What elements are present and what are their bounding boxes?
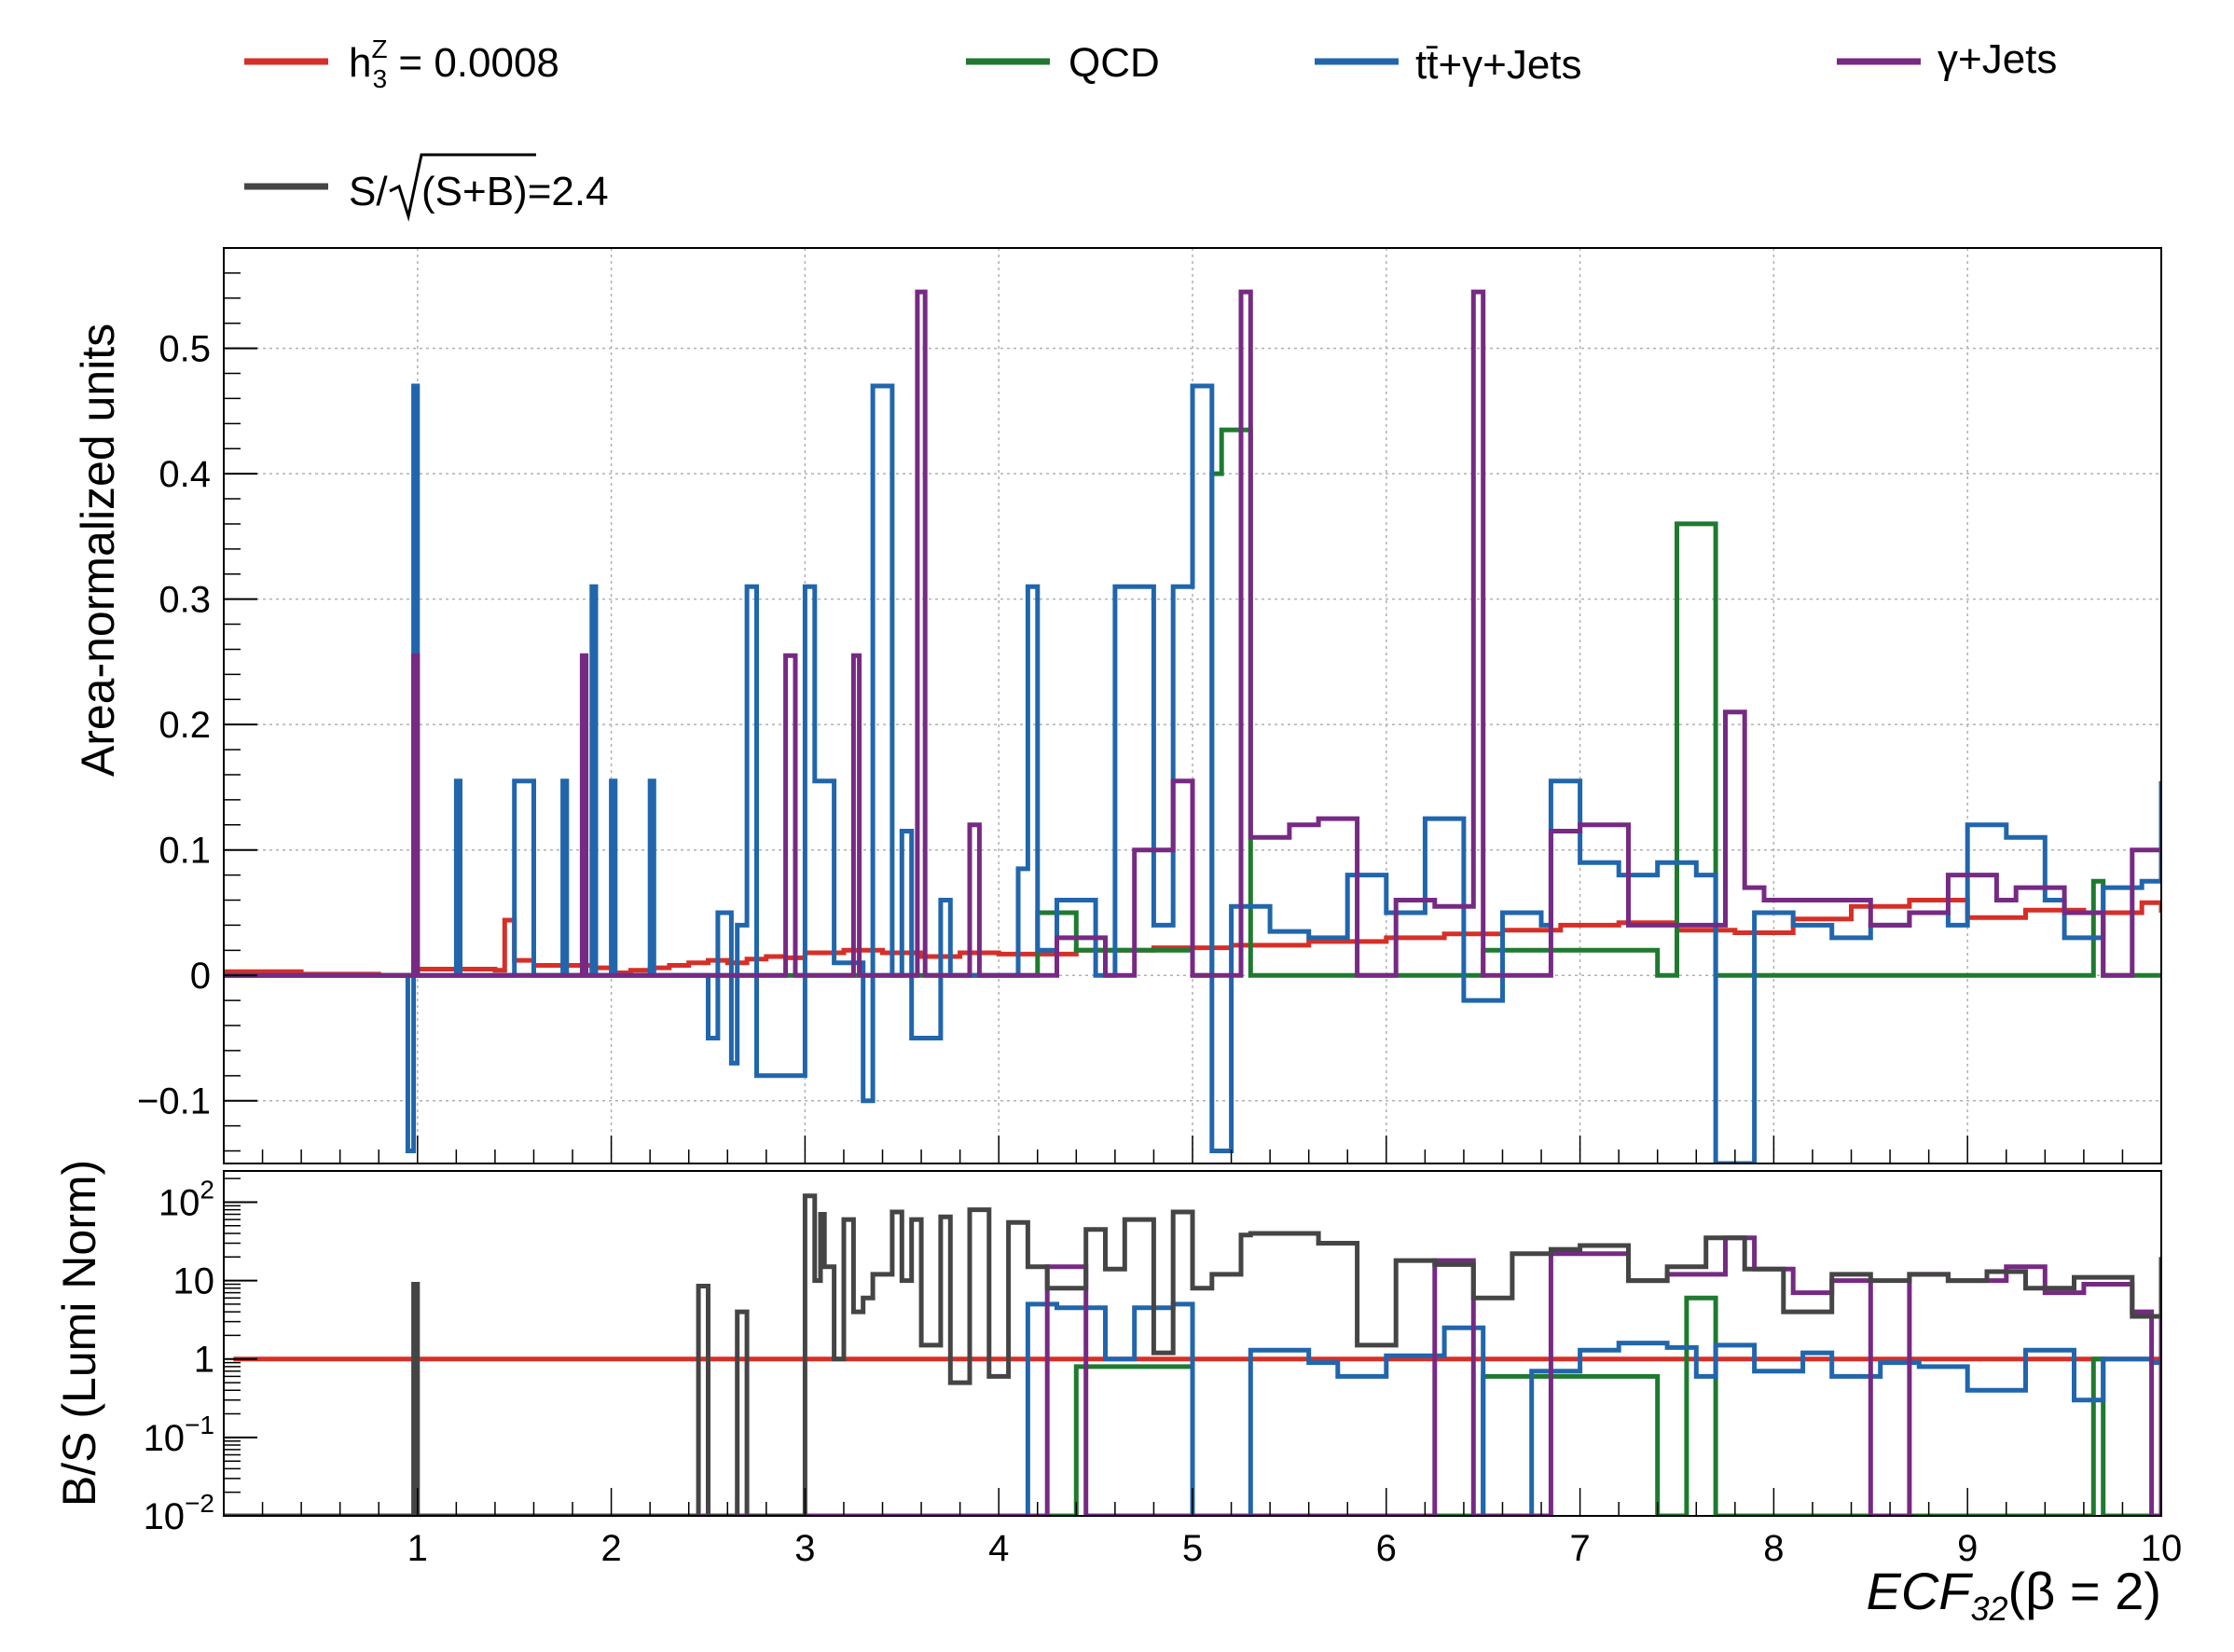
ratio-y-tick-base: 10: [144, 1496, 186, 1537]
ratio-series-3-line: [224, 1235, 2161, 1516]
ratio-y-tick-base: 10: [144, 1418, 186, 1459]
y-tick-label: 0.4: [159, 454, 211, 495]
legend-label-qcd: QCD: [1069, 40, 1160, 86]
ratio-y-tick-label: 10−1: [144, 1411, 214, 1459]
ratio-series-1-line: [224, 1295, 2161, 1516]
legend-label-significance-prefix: S/: [349, 169, 388, 214]
x-tick-label: 10: [2141, 1528, 2183, 1569]
series-2-line: [224, 383, 2161, 1163]
legend-signal-sub: 3: [373, 64, 388, 93]
x-tick-label: 5: [1182, 1528, 1203, 1569]
x-tick-label: 6: [1376, 1528, 1397, 1569]
x-axis-label: ECF32(β = 2): [1866, 1562, 2161, 1628]
x-tick-label: 2: [600, 1528, 621, 1569]
ratio-y-tick-exp: −2: [185, 1489, 214, 1518]
top-y-axis-label: Area-normalized units: [72, 324, 124, 777]
bottom-series: [224, 1193, 2161, 1516]
y-tick-label: 0.3: [159, 580, 211, 621]
x-tick-label: 9: [1957, 1528, 1978, 1569]
ratio-y-tick-label: 102: [159, 1175, 214, 1223]
y-tick-label: 0.2: [159, 705, 211, 746]
ratio-y-tick-label: 10: [173, 1261, 215, 1302]
series-3-line: [224, 289, 2161, 978]
x-tick-label: 7: [1569, 1528, 1590, 1569]
y-tick-label: 0: [190, 956, 211, 997]
legend-signal-h: h: [349, 40, 371, 86]
y-tick-label: −0.1: [137, 1081, 211, 1122]
ratio-y-tick-base: 10: [159, 1182, 200, 1223]
x-tick-label: 1: [407, 1528, 428, 1569]
legend-signal-value: = 0.0008: [387, 40, 559, 86]
sqrt-symbol: [389, 153, 536, 222]
legend-label-gammajets: γ+Jets: [1938, 36, 2057, 82]
bottom-series-group: [224, 1193, 2161, 1516]
legend-label-ttgamma: tt̄+γ+Jets: [1415, 42, 1582, 88]
ratio-y-tick-label: 1: [194, 1340, 214, 1381]
x-tick-label: 4: [988, 1528, 1009, 1569]
y-tick-label: 0.5: [159, 329, 211, 370]
top-panel: −0.1 0 0.1 0.2 0.3 0.4 0.5 Area-normalized uni…: [72, 247, 2162, 1164]
legend-label-significance-radicand: (S+B)=2.4: [421, 169, 609, 214]
x-tick-label: 3: [794, 1528, 815, 1569]
ratio-y-tick-label: 10−2: [144, 1489, 214, 1537]
ratio-series-4-line: [224, 1193, 2161, 1516]
top-series: [224, 289, 2161, 1163]
x-tick-label: 8: [1763, 1528, 1784, 1569]
bottom-y-axis-label: B/S (Lumi Norm): [53, 1160, 105, 1507]
y-tick-label: 0.1: [159, 831, 211, 872]
top-series-group: [224, 289, 2161, 1163]
legend-signal-sup: Z: [371, 34, 387, 63]
top-ticks: −0.1 0 0.1 0.2 0.3 0.4 0.5: [137, 272, 2162, 1163]
legend: hZ 3 = 0.0008 QCD tt̄+γ+Jets γ+Jets S/ (S…: [244, 34, 2057, 222]
ratio-y-tick-exp: 2: [200, 1175, 214, 1204]
ratio-y-tick-exp: −1: [185, 1411, 214, 1439]
legend-label-signal: hZ 3 = 0.0008: [349, 34, 559, 93]
